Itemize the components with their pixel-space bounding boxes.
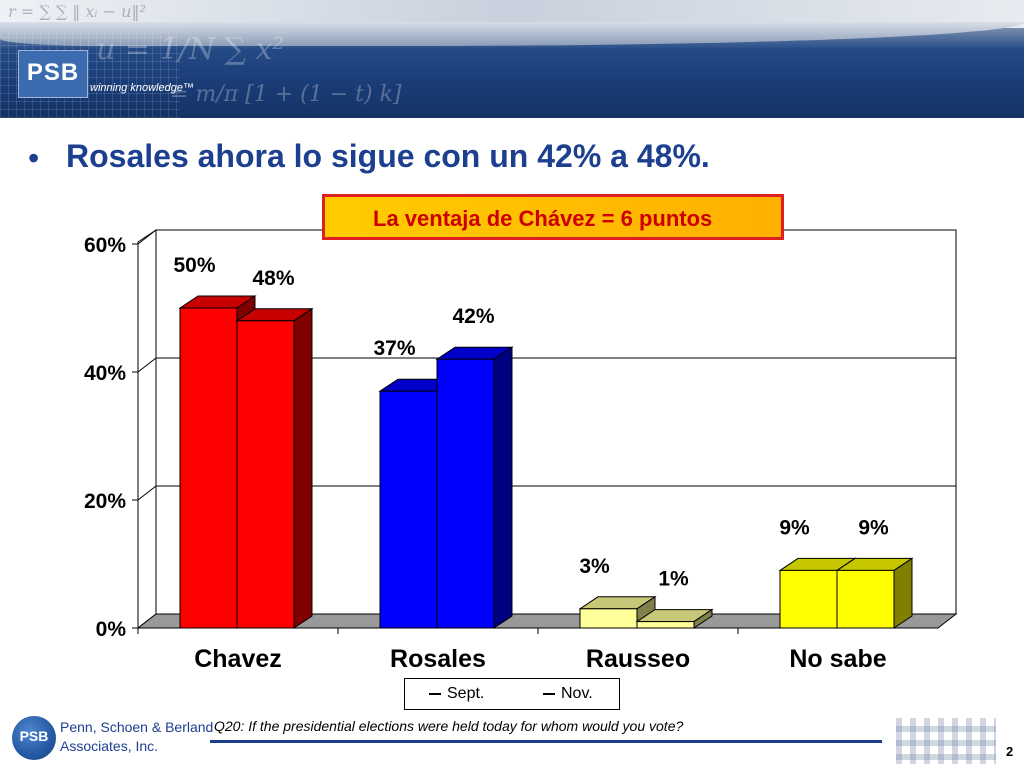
bar — [635, 608, 714, 629]
data-label: 37% — [373, 337, 415, 360]
footer-logo: PSB — [12, 716, 56, 760]
bar-front — [179, 307, 238, 629]
gridline-side — [137, 485, 157, 501]
chart-walls — [136, 229, 958, 630]
survey-question: Q20: If the presidential elections were … — [214, 718, 684, 734]
data-label: 48% — [252, 267, 294, 290]
legend-item-nov: Nov. — [543, 685, 593, 703]
footer-pattern — [896, 718, 996, 764]
header-logo: PSB — [18, 50, 88, 98]
bar — [435, 346, 514, 629]
bar-front — [579, 608, 638, 629]
bar-front — [379, 390, 438, 629]
firm-name: Penn, Schoen & Berland Associates, Inc. — [60, 718, 213, 756]
gridline-side — [137, 229, 157, 245]
x-tick-label: Rausseo — [586, 645, 690, 673]
footer-logo-text: PSB — [19, 728, 49, 744]
gridline-side — [137, 357, 157, 373]
x-tick-label: Rosales — [390, 645, 486, 673]
bar-front — [636, 621, 695, 629]
header-formula-2: u = 1/N ∑ x² — [96, 32, 285, 67]
data-label: 50% — [173, 254, 215, 277]
callout-text: La ventaja de Chávez = 6 puntos — [373, 206, 713, 231]
data-label: 9% — [779, 516, 810, 539]
header-formula-3: = m/π [1 + (1 − t) k] — [170, 82, 402, 107]
legend-label-nov: Nov. — [561, 685, 593, 702]
bar-side — [493, 346, 513, 629]
chart-legend: Sept. Nov. — [404, 678, 620, 710]
data-label: 3% — [579, 555, 610, 578]
footer-rule — [210, 740, 882, 743]
chart-bars — [178, 295, 914, 629]
y-tick-label: 60% — [84, 234, 126, 257]
x-tick-label: No sabe — [789, 645, 886, 673]
bar-side — [893, 557, 913, 629]
firm-name-line2: Associates, Inc. — [60, 738, 159, 754]
chart-axes: 0% 20% 40% 60% Chavez Rosales Rausseo No sabe — [84, 234, 938, 673]
bar-side — [293, 307, 313, 629]
legend-label-sept: Sept. — [447, 685, 485, 702]
advantage-callout: La ventaja de Chávez = 6 puntos — [322, 194, 784, 240]
page-number: 2 — [1006, 744, 1014, 759]
legend-item-sept: Sept. — [429, 685, 484, 703]
y-tick-label: 20% — [84, 490, 126, 513]
header-tagline: winning knowledge™ — [90, 82, 194, 94]
chart-data-labels: 50% 48% 37% 42% 3% 1% 9% 9% — [173, 254, 889, 591]
legend-swatch-sept — [429, 692, 441, 695]
data-label: 42% — [452, 305, 494, 328]
header-logo-text: PSB — [26, 59, 80, 86]
firm-name-line1: Penn, Schoen & Berland — [60, 719, 214, 735]
headline-text: Rosales ahora lo sigue con un 42% a 48%. — [66, 138, 710, 174]
legend-swatch-nov — [543, 692, 555, 695]
header-banner: r = ∑ ∑ ‖ xᵢ − u‖² u = 1/N ∑ x² = m/π [1… — [0, 0, 1024, 118]
bar-front — [779, 569, 838, 629]
chart-side-wall — [137, 229, 157, 630]
header-formula-1: r = ∑ ∑ ‖ xᵢ − u‖² — [8, 2, 146, 21]
headline-bullet: • — [28, 140, 40, 176]
data-label: 9% — [858, 516, 889, 539]
y-tick-label: 0% — [96, 618, 127, 641]
bar-front — [436, 358, 495, 629]
data-label: 1% — [658, 568, 689, 591]
x-tick-label: Chavez — [194, 645, 282, 673]
bar — [835, 557, 914, 629]
bar-front — [236, 320, 295, 629]
bar-front — [836, 569, 895, 629]
bar — [235, 307, 314, 629]
y-tick-label: 40% — [84, 362, 126, 385]
